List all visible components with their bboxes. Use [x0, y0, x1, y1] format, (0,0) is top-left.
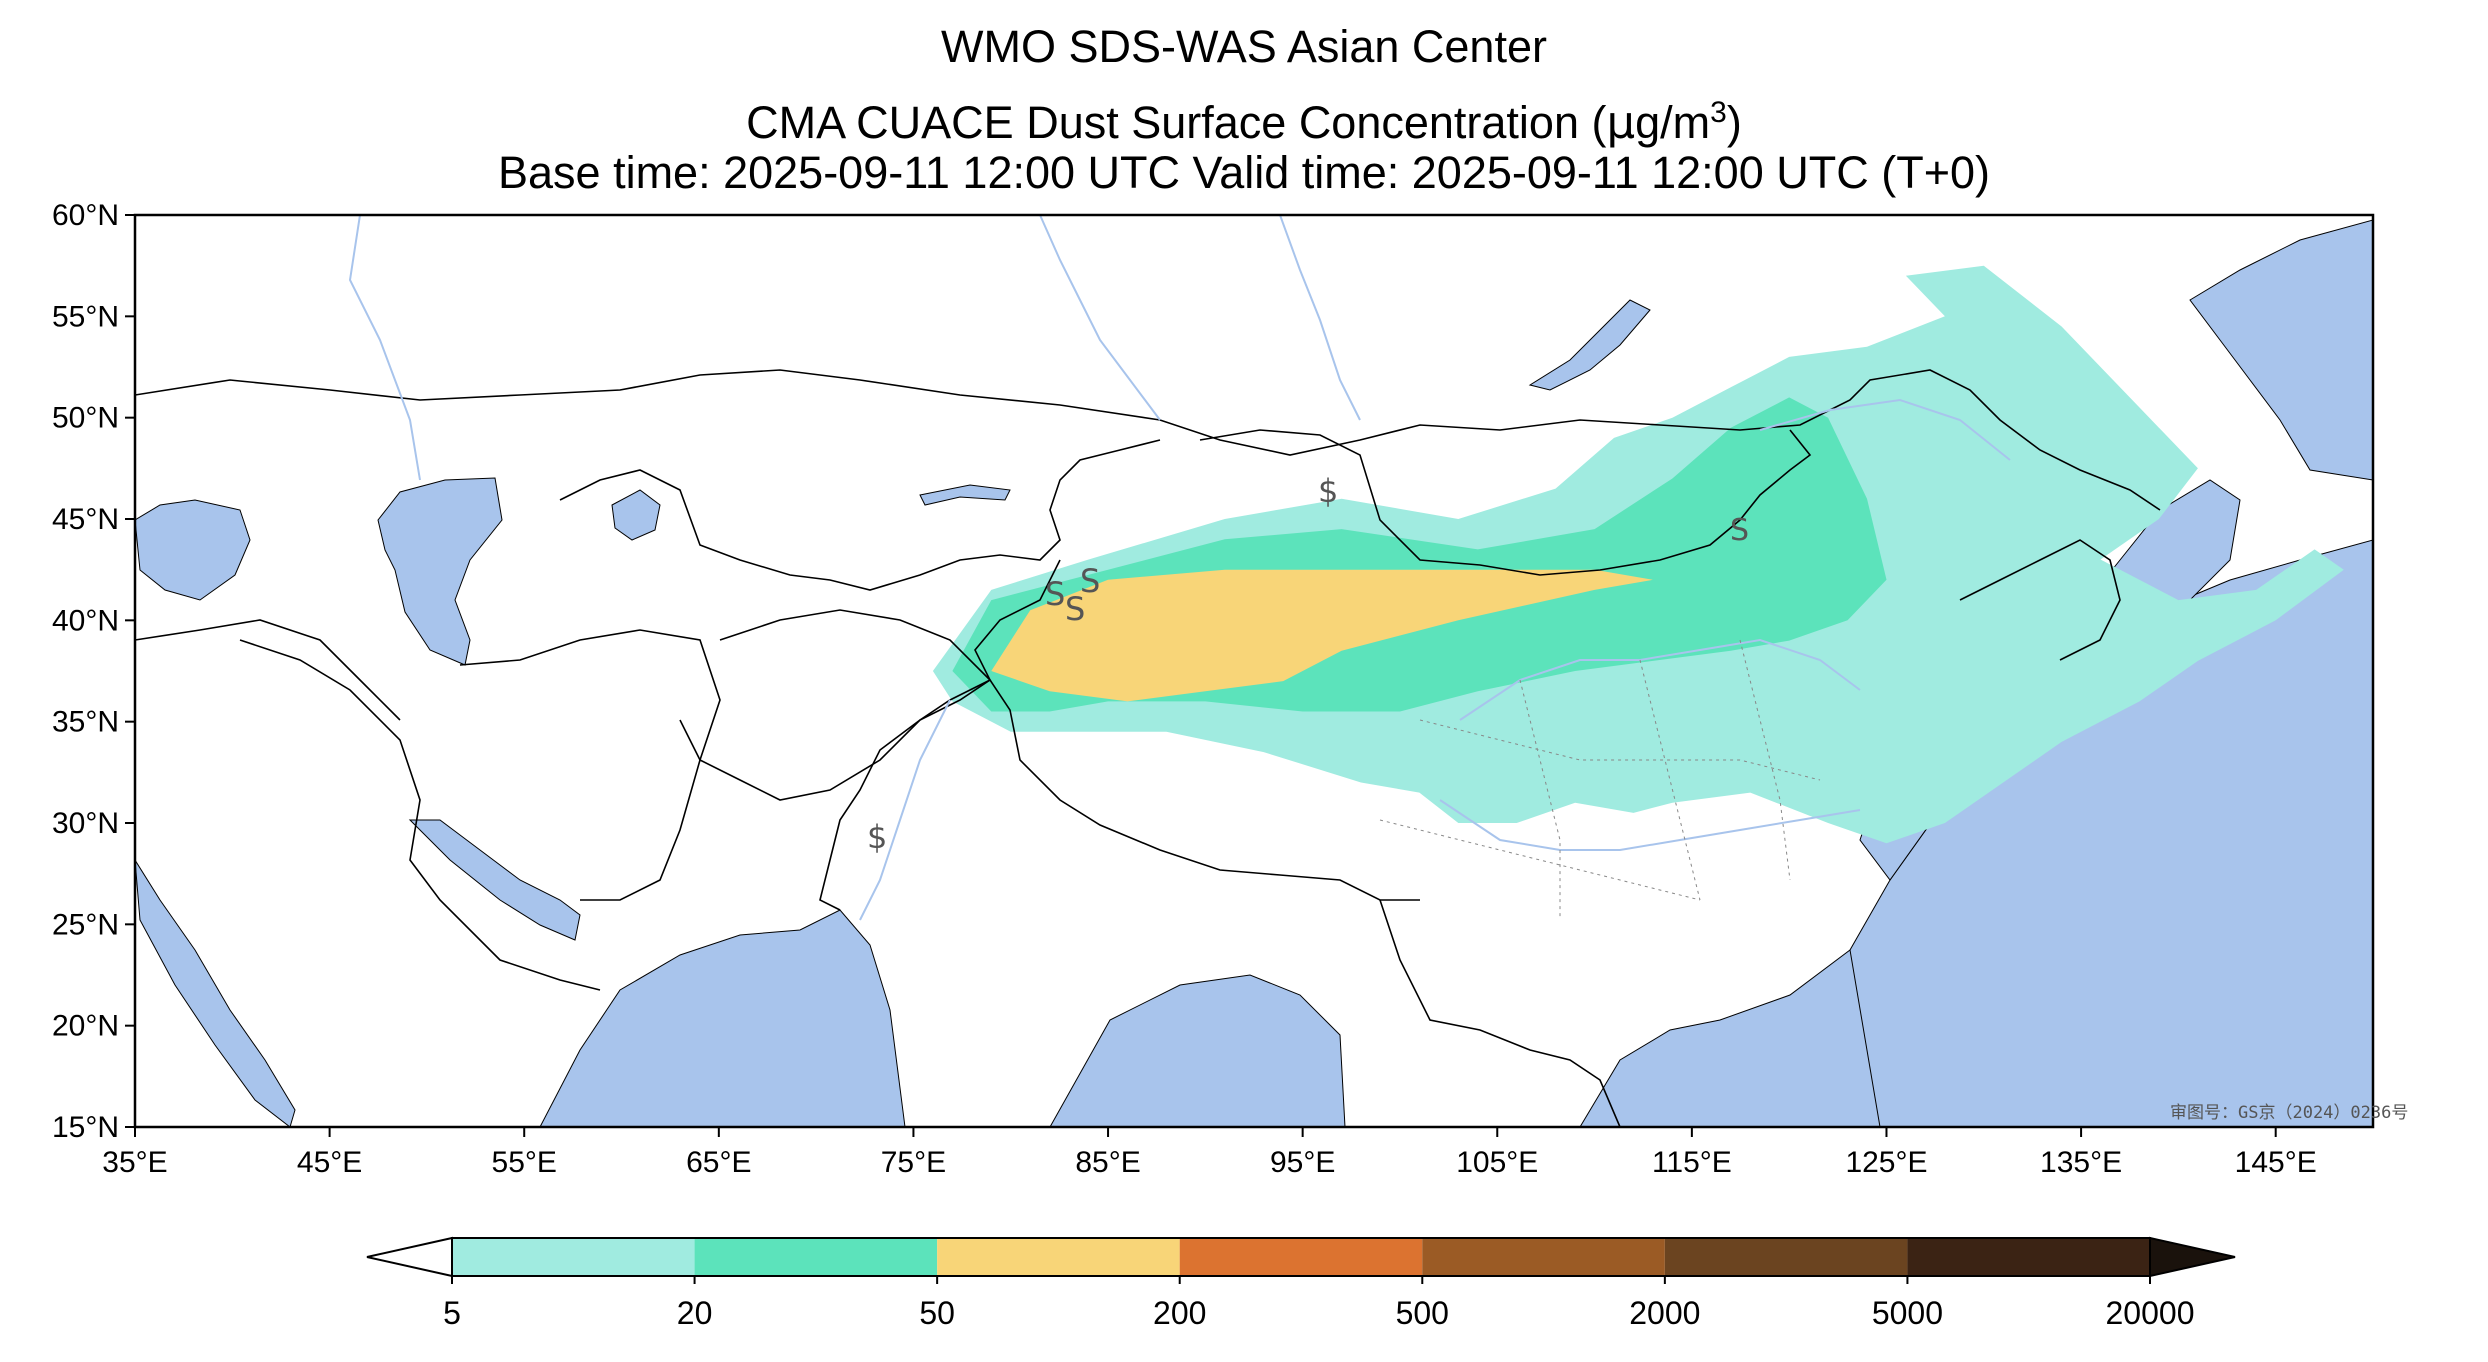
caspian-sea	[377, 477, 503, 666]
colorbar-tick-label: 500	[1396, 1295, 1449, 1331]
lon-tick-label: 145°E	[2235, 1146, 2317, 1179]
persian-gulf	[408, 819, 581, 941]
lon-tick-label: 45°E	[297, 1146, 362, 1179]
river-ob	[1039, 215, 1161, 421]
title-text: CMA CUACE Dust Surface Concentration (	[746, 97, 1607, 148]
lat-tick-label: 25°N	[52, 908, 119, 941]
lon-tick-label: 125°E	[1845, 1146, 1927, 1179]
colorbar-segment	[1664, 1238, 1908, 1276]
country-borders	[135, 369, 2161, 1127]
map-frame	[133, 213, 2375, 1129]
markers: $ S S S S $	[867, 472, 1749, 856]
lon-tick-label: 75°E	[881, 1146, 946, 1179]
border-mongolia	[1199, 429, 1812, 576]
water-bodies	[135, 219, 2373, 1127]
marker-symbol: S	[1080, 562, 1100, 600]
title-line-3: Base time: 2025-09-11 12:00 UTC Valid ti…	[498, 147, 1990, 198]
lat-tick-label: 50°N	[52, 402, 119, 435]
river-amur	[1759, 398, 2011, 461]
arabian-sea	[539, 909, 906, 1127]
colorbar-under-arrow	[366, 1236, 453, 1278]
title-unit: g/m	[1635, 97, 1711, 148]
map-approval-stamp: 审图号：GS京（2024）0236号	[2170, 1103, 2409, 1123]
lat-tick-label: 60°N	[52, 199, 119, 232]
red-sea	[135, 859, 296, 1127]
lat-tick-label: 40°N	[52, 604, 119, 637]
title-unit-sup: 3	[1710, 96, 1727, 129]
colorbar-tick-label: 2000	[1629, 1295, 1700, 1331]
province-boundaries	[1379, 639, 1821, 920]
bay-of-bengal	[1049, 974, 1346, 1127]
river-yenisei	[1279, 215, 1361, 421]
marker-symbol: S	[1065, 590, 1085, 628]
axis-ticks: 35°E 45°E 55°E 65°E 75°E 85°E 95°E 105°E 115°E 12…	[52, 199, 2317, 1179]
dust-region-50-200	[991, 569, 1653, 702]
title-line-1: WMO SDS-WAS Asian Center	[941, 21, 1547, 72]
lake-baikal	[1528, 299, 1651, 391]
lat-tick-label: 45°N	[52, 503, 119, 536]
marker-symbol: $	[1318, 472, 1338, 510]
black-sea	[135, 499, 251, 601]
lat-tick-label: 55°N	[52, 300, 119, 333]
colorbar-segment	[1179, 1238, 1423, 1276]
lon-tick-label: 65°E	[686, 1146, 751, 1179]
colorbar-segment	[694, 1238, 938, 1276]
colorbar-segment	[937, 1238, 1180, 1276]
lon-tick-label: 95°E	[1270, 1146, 1335, 1179]
border-kazakhstan	[559, 439, 1161, 591]
lat-tick-label: 30°N	[52, 807, 119, 840]
colorbar-tick-label: 5	[443, 1295, 461, 1331]
border-china-west	[974, 559, 1420, 901]
colorbar-segment	[452, 1238, 695, 1276]
colorbar: 5 20 50 200 500 2000 5000 20000	[366, 1236, 2236, 1331]
lon-tick-label: 85°E	[1075, 1146, 1140, 1179]
lon-tick-label: 115°E	[1652, 1146, 1732, 1179]
title-mu: μ	[1606, 96, 1636, 149]
border-afghanistan	[679, 609, 992, 801]
border-iran	[459, 629, 721, 901]
lon-tick-label: 55°E	[492, 1146, 557, 1179]
geography: $ S S S S $	[135, 215, 2373, 1127]
border-russia-south	[135, 369, 2161, 511]
province-lines-china	[1379, 639, 1821, 920]
lon-tick-label: 35°E	[102, 1146, 167, 1179]
lon-tick-label: 105°E	[1456, 1146, 1538, 1179]
border-arabia	[239, 639, 601, 991]
colorbar-tick-label: 50	[919, 1295, 955, 1331]
marker-symbol: S	[1045, 575, 1065, 613]
title-close: )	[1726, 97, 1742, 148]
title-line-2: CMA CUACE Dust Surface Concentration (μg…	[0, 86, 2488, 150]
colorbar-segment	[1422, 1238, 1665, 1276]
lake-balkhash	[919, 484, 1011, 506]
border-india-pakistan	[819, 679, 991, 911]
lon-tick-label: 135°E	[2040, 1146, 2122, 1179]
border-turkey-iraq	[135, 619, 401, 721]
colorbar-tick-label: 200	[1153, 1295, 1206, 1331]
lat-tick-label: 35°N	[52, 706, 119, 739]
river-yellow	[1459, 638, 1861, 721]
marker-symbol: S	[1730, 513, 1749, 548]
river-indus	[859, 699, 951, 921]
colorbar-tick-label: 5000	[1872, 1295, 1943, 1331]
river-volga	[348, 215, 421, 481]
rivers	[348, 215, 2011, 921]
border-southeast-asia	[1379, 899, 1621, 1127]
colorbar-tick-label: 20000	[2106, 1295, 2195, 1331]
border-china-korea	[1959, 539, 2121, 661]
sea-of-okhotsk	[2189, 219, 2373, 481]
marker-symbol: $	[867, 818, 887, 856]
colorbar-over-arrow	[2149, 1236, 2236, 1278]
river-yangtze	[1439, 799, 1861, 851]
colorbar-segment	[1907, 1238, 2150, 1276]
colorbar-tick-label: 20	[677, 1295, 713, 1331]
aral-sea	[611, 489, 661, 541]
colorbar-frame	[451, 1237, 2151, 1277]
lat-tick-label: 20°N	[52, 1010, 119, 1043]
lat-tick-label: 15°N	[52, 1111, 119, 1144]
